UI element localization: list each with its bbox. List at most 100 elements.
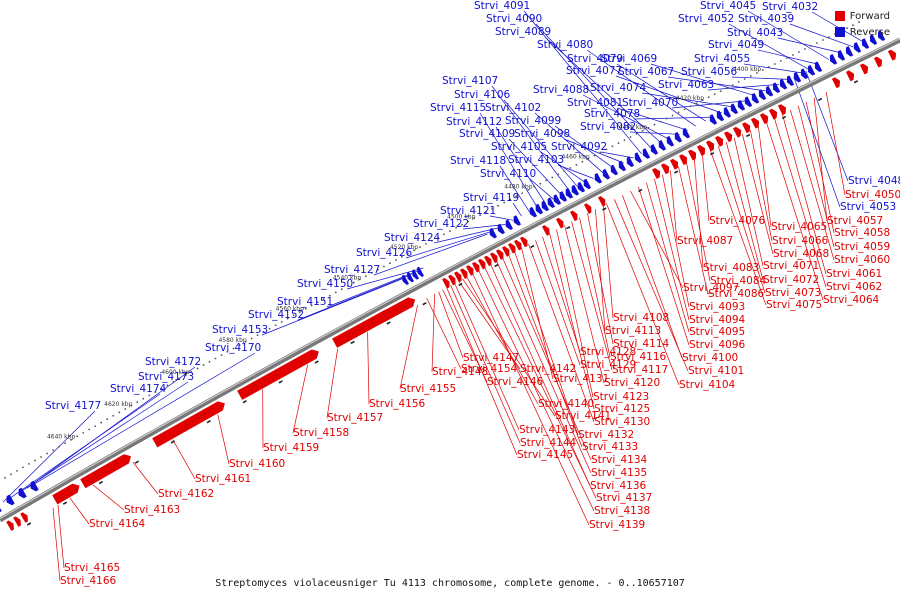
forward-gene-arrow[interactable] (13, 516, 21, 527)
gene-label[interactable]: Strvi_4032 (762, 1, 818, 13)
reverse-gene-arrow[interactable] (541, 200, 550, 212)
reverse-gene-arrow[interactable] (642, 148, 651, 159)
forward-gene-arrow[interactable] (845, 70, 855, 82)
gene-label[interactable]: Strvi_4126 (356, 247, 413, 259)
reverse-gene-arrow[interactable] (559, 191, 568, 202)
gene-label[interactable]: Strvi_4151 (277, 296, 333, 308)
gene-label[interactable]: Strvi_4102 (485, 102, 541, 114)
gene-label[interactable]: Strvi_4049 (708, 39, 764, 51)
gene-label[interactable]: Strvi_4152 (248, 309, 304, 321)
gene-label[interactable]: Strvi_4160 (229, 458, 285, 470)
gene-label[interactable]: Strvi_4068 (773, 248, 829, 260)
forward-gene-arrow[interactable] (477, 258, 486, 270)
reverse-gene-arrow[interactable] (577, 181, 586, 193)
reverse-gene-arrow[interactable] (583, 178, 592, 190)
gene-label[interactable]: Strvi_4107 (442, 75, 498, 87)
gene-label[interactable]: Strvi_4043 (727, 27, 783, 39)
gene-label[interactable]: Strvi_4112 (446, 116, 502, 128)
gene-label[interactable]: Strvi_4069 (601, 53, 657, 65)
forward-gene-arrow[interactable] (831, 77, 841, 89)
reverse-gene-arrow[interactable] (416, 266, 425, 277)
gene-label[interactable]: Strvi_4144 (520, 437, 577, 449)
reverse-gene-arrow[interactable] (853, 42, 862, 53)
forward-gene-arrow[interactable] (20, 512, 28, 523)
gene-label[interactable]: Strvi_4095 (689, 326, 745, 338)
gene-label[interactable]: Strvi_4093 (689, 301, 745, 313)
gene-label[interactable]: Strvi_4134 (591, 454, 648, 466)
gene-label[interactable]: Strvi_4070 (622, 97, 678, 109)
gene-label[interactable]: Strvi_4048 (848, 175, 900, 187)
reverse-gene-arrow[interactable] (594, 172, 603, 184)
reverse-gene-arrow[interactable] (602, 168, 611, 180)
gene-label[interactable]: Strvi_4172 (145, 356, 201, 368)
gene-label[interactable]: Strvi_4087 (677, 235, 733, 247)
gene-label[interactable]: Strvi_4108 (613, 312, 669, 324)
forward-gene-arrow[interactable] (873, 56, 883, 68)
reverse-gene-arrow[interactable] (807, 64, 816, 76)
gene-label[interactable]: Strvi_4109 (459, 128, 515, 140)
gene-label[interactable]: Strvi_4103 (508, 154, 564, 166)
gene-label[interactable]: Strvi_4101 (688, 365, 744, 377)
gene-label[interactable]: Strvi_4135 (591, 467, 647, 479)
gene-label[interactable]: Strvi_4100 (682, 352, 738, 364)
reverse-gene-arrow[interactable] (758, 89, 767, 100)
gene-label[interactable]: Strvi_4072 (763, 274, 819, 286)
reverse-gene-arrow[interactable] (634, 152, 643, 163)
gene-label[interactable]: Strvi_4127 (324, 264, 380, 276)
reverse-gene-arrow[interactable] (674, 131, 683, 143)
gene-label[interactable]: Strvi_4113 (605, 325, 661, 337)
gene-label[interactable]: Strvi_4105 (491, 141, 547, 153)
gene-label[interactable]: Strvi_4092 (551, 141, 607, 153)
reverse-gene-arrow[interactable] (6, 494, 15, 506)
forward-gene-arrow[interactable] (501, 246, 510, 257)
reverse-gene-arrow[interactable] (535, 203, 544, 215)
forward-gene-arrow[interactable] (660, 163, 670, 175)
forward-gene-arrow[interactable] (495, 249, 504, 260)
gene-label[interactable]: Strvi_4170 (205, 342, 261, 354)
gene-label[interactable]: Strvi_4050 (845, 189, 900, 201)
reverse-gene-arrow[interactable] (547, 197, 556, 208)
gene-label[interactable]: Strvi_4065 (771, 221, 827, 233)
gene-label[interactable]: Strvi_4145 (517, 449, 573, 461)
gene-label[interactable]: Strvi_4057 (827, 215, 883, 227)
gene-label[interactable]: Strvi_4067 (618, 66, 674, 78)
gene-label[interactable]: Strvi_4147 (463, 352, 519, 364)
reverse-gene-arrow[interactable] (837, 49, 846, 61)
gene-label[interactable]: Strvi_4129 (580, 359, 636, 371)
forward-gene-arrow[interactable] (52, 483, 80, 505)
reverse-gene-arrow[interactable] (772, 82, 781, 93)
gene-label[interactable]: Strvi_4118 (450, 155, 506, 167)
gene-label[interactable]: Strvi_4133 (582, 441, 638, 453)
reverse-gene-arrow[interactable] (793, 71, 802, 83)
gene-label[interactable]: Strvi_4106 (454, 89, 511, 101)
reverse-gene-arrow[interactable] (779, 78, 788, 90)
gene-label[interactable]: Strvi_4080 (537, 39, 593, 51)
gene-label[interactable]: Strvi_4136 (590, 480, 647, 492)
gene-label[interactable]: Strvi_4079 (567, 53, 623, 65)
gene-label[interactable]: Strvi_4060 (834, 254, 890, 266)
gene-label[interactable]: Strvi_4137 (596, 492, 652, 504)
gene-label[interactable]: Strvi_4140 (538, 398, 594, 410)
gene-label[interactable]: Strvi_4139 (589, 519, 645, 531)
reverse-gene-arrow[interactable] (682, 127, 691, 139)
gene-label[interactable]: Strvi_4156 (369, 398, 426, 410)
forward-gene-arrow[interactable] (152, 401, 225, 448)
gene-label[interactable]: Strvi_4052 (678, 13, 734, 25)
reverse-gene-arrow[interactable] (406, 271, 415, 283)
gene-label[interactable]: Strvi_4177 (45, 400, 101, 412)
reverse-gene-arrow[interactable] (709, 114, 718, 125)
legend-forward[interactable]: Forward (834, 8, 890, 24)
forward-gene-arrow[interactable] (705, 140, 715, 152)
gene-label[interactable]: Strvi_4132 (578, 429, 634, 441)
gene-label[interactable]: Strvi_4075 (766, 299, 822, 311)
forward-gene-arrow[interactable] (859, 63, 869, 75)
forward-gene-arrow[interactable] (237, 349, 319, 400)
reverse-gene-arrow[interactable] (650, 144, 659, 155)
gene-label[interactable]: Strvi_4104 (679, 379, 736, 391)
gene-label[interactable]: Strvi_4130 (594, 416, 650, 428)
reverse-gene-arrow[interactable] (489, 227, 498, 239)
gene-label[interactable]: Strvi_4131 (553, 373, 609, 385)
reverse-gene-arrow[interactable] (723, 106, 732, 118)
gene-label[interactable]: Strvi_4148 (432, 366, 488, 378)
forward-gene-arrow[interactable] (669, 158, 679, 170)
